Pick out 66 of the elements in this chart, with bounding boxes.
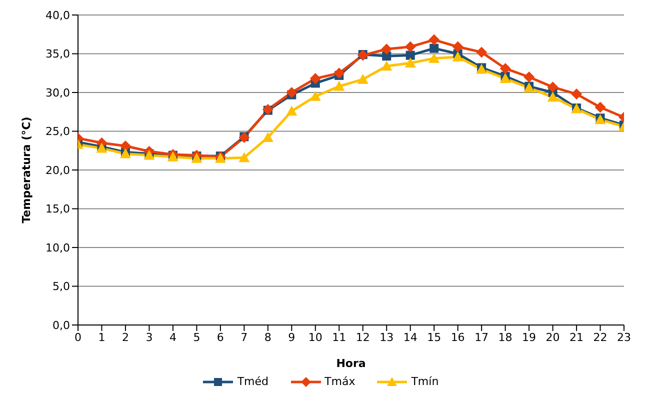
point [262, 132, 274, 142]
x-tick-label: 13 [380, 330, 394, 344]
y-tick-label: 0,0 [52, 318, 70, 332]
x-tick-label: 9 [288, 330, 296, 344]
point [571, 88, 582, 100]
y-tick-label: 20,0 [46, 164, 70, 177]
y-tick-label: 35,0 [46, 48, 70, 61]
x-axis-title: Hora [336, 357, 366, 370]
y-tick-label: 40,0 [46, 8, 70, 22]
x-tick-label: 6 [216, 330, 224, 344]
point [500, 62, 511, 74]
point [238, 152, 250, 162]
point [286, 87, 298, 98]
point [594, 102, 606, 113]
x-tick-label: 5 [193, 330, 200, 344]
y-tick-label: 10,0 [46, 241, 70, 254]
point [286, 106, 298, 116]
point [310, 73, 321, 84]
point [334, 80, 345, 91]
point [406, 50, 415, 60]
point [524, 72, 535, 82]
x-tick-label: 3 [146, 330, 153, 344]
point [334, 68, 345, 79]
x-tick-label: 16 [450, 330, 465, 344]
legend-label: Tméd [236, 375, 269, 388]
x-tick-label: 11 [332, 330, 346, 344]
x-tick-label: 14 [403, 330, 418, 344]
point [547, 92, 558, 102]
point [452, 51, 464, 62]
x-tick-label: 17 [474, 330, 489, 344]
x-tick-label: 12 [356, 330, 370, 344]
x-tick-label: 22 [593, 330, 608, 344]
point [547, 82, 558, 93]
point [430, 44, 439, 53]
x-tick-label: 10 [308, 330, 322, 344]
x-tick-label: 4 [169, 330, 176, 344]
x-tick-label: 15 [427, 330, 442, 344]
y-tick-label: 30,0 [46, 86, 70, 100]
x-tick-label: 19 [522, 330, 536, 344]
point [500, 73, 511, 84]
x-tick-label: 8 [264, 330, 272, 344]
point [120, 140, 131, 152]
x-tick-label: 23 [617, 330, 631, 344]
point [404, 58, 416, 68]
x-tick-label: 18 [498, 330, 512, 344]
point [428, 52, 440, 63]
x-tick-label: 2 [122, 330, 129, 344]
x-tick-label: 20 [546, 330, 560, 344]
point [476, 46, 488, 58]
point [381, 60, 392, 71]
legend-label: Tmáx [324, 375, 356, 388]
legend-label: Tmín [410, 375, 439, 388]
point [357, 74, 368, 84]
point [452, 41, 464, 52]
y-axis-title: Temperatura (°C) [20, 116, 33, 224]
x-tick-label: 21 [570, 330, 584, 344]
y-tick-label: 5,0 [52, 280, 70, 294]
y-tick-label: 15,0 [46, 202, 70, 216]
point [310, 90, 321, 101]
point [428, 34, 440, 46]
x-tick-label: 0 [74, 330, 82, 344]
point [381, 44, 392, 55]
point [404, 41, 416, 52]
x-tick-label: 1 [98, 330, 106, 344]
x-tick-label: 7 [240, 330, 248, 344]
y-tick-label: 25,0 [46, 125, 70, 138]
